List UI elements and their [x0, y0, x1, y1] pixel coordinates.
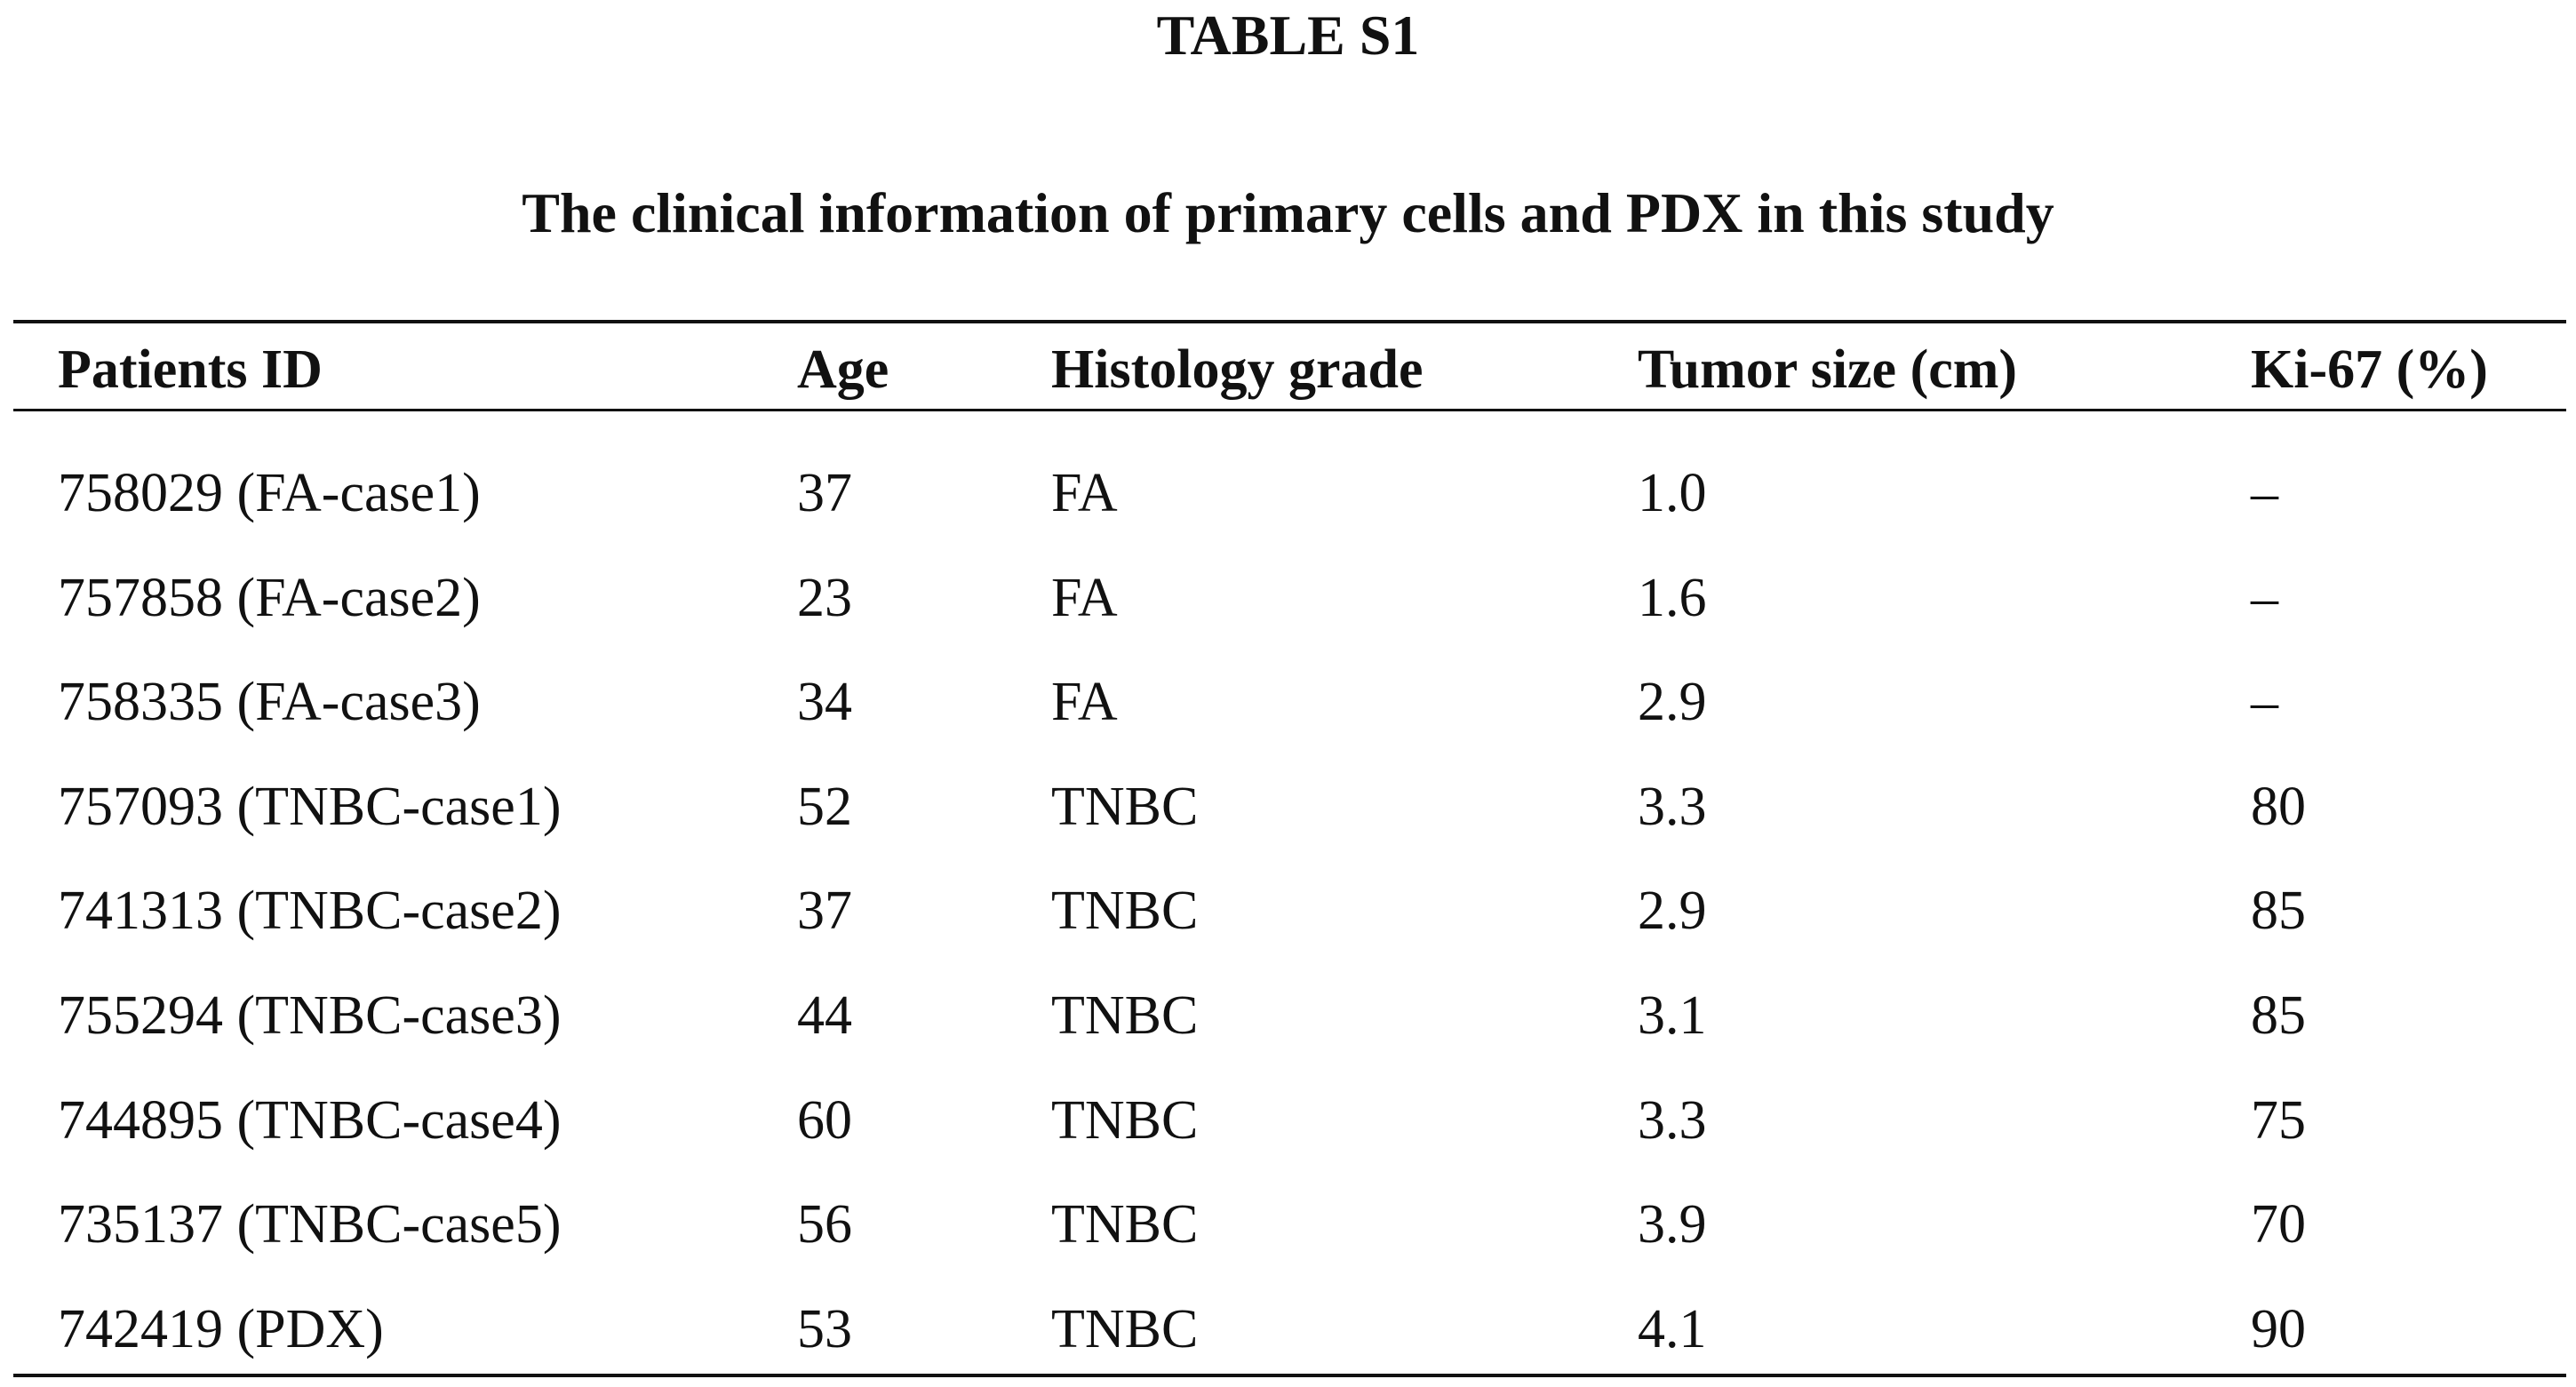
table-cell: 80: [2251, 776, 2306, 837]
table-cell: 741313 (TNBC-case2): [58, 881, 562, 942]
table-cell: 3.3: [1638, 776, 1707, 837]
table-cell: 757093 (TNBC-case1): [58, 776, 562, 837]
table-cell: TNBC: [1051, 1298, 1199, 1359]
top-rule: [13, 320, 2566, 323]
column-header: Histology grade: [1051, 339, 1424, 400]
table-cell: 758335 (FA-case3): [58, 672, 481, 733]
table-cell: TNBC: [1051, 985, 1199, 1046]
table-cell: 85: [2251, 881, 2306, 942]
table-cell: 742419 (PDX): [58, 1298, 384, 1359]
table-cell: 735137 (TNBC-case5): [58, 1194, 562, 1255]
table-cell: 744895 (TNBC-case4): [58, 1089, 562, 1151]
table-cell: 757858 (FA-case2): [58, 567, 481, 628]
table-cell: 37: [797, 463, 852, 523]
table-cell: 4.1: [1638, 1298, 1707, 1359]
table-cell: –: [2251, 567, 2278, 628]
table-cell: 755294 (TNBC-case3): [58, 985, 562, 1046]
table-cell: –: [2251, 672, 2278, 733]
table-cell: 70: [2251, 1194, 2306, 1255]
column-header: Age: [797, 339, 889, 400]
table-cell: 1.6: [1638, 567, 1707, 628]
table-cell: FA: [1051, 463, 1118, 523]
table-cell: 3.3: [1638, 1089, 1707, 1151]
column-header: Ki-67 (%): [2251, 339, 2488, 400]
table-cell: 3.1: [1638, 985, 1707, 1046]
table-cell: 3.9: [1638, 1194, 1707, 1255]
table-cell: 2.9: [1638, 881, 1707, 942]
table-cell: 758029 (FA-case1): [58, 463, 481, 523]
column-header: Patients ID: [58, 339, 323, 400]
table-cell: TNBC: [1051, 881, 1199, 942]
table-cell: 85: [2251, 985, 2306, 1046]
table-cell: 37: [797, 881, 852, 942]
header-rule: [13, 409, 2566, 411]
bottom-rule: [13, 1374, 2566, 1377]
table-cell: 2.9: [1638, 672, 1707, 733]
table-cell: 23: [797, 567, 852, 628]
table-subtitle: The clinical information of primary cell…: [522, 181, 2054, 244]
table-cell: –: [2251, 463, 2278, 523]
table-cell: 75: [2251, 1089, 2306, 1151]
table-title: TABLE S1: [1156, 4, 1420, 67]
table-cell: 56: [797, 1194, 852, 1255]
table-cell: 52: [797, 776, 852, 837]
table-cell: 53: [797, 1298, 852, 1359]
table-cell: 34: [797, 672, 852, 733]
table-cell: TNBC: [1051, 1194, 1199, 1255]
table-cell: TNBC: [1051, 776, 1199, 837]
column-header: Tumor size (cm): [1638, 339, 2018, 400]
table-cell: 60: [797, 1089, 852, 1151]
table-cell: FA: [1051, 672, 1118, 733]
table-cell: 44: [797, 985, 852, 1046]
table-cell: 1.0: [1638, 463, 1707, 523]
table-cell: 90: [2251, 1298, 2306, 1359]
table-cell: FA: [1051, 567, 1118, 628]
table-cell: TNBC: [1051, 1089, 1199, 1151]
